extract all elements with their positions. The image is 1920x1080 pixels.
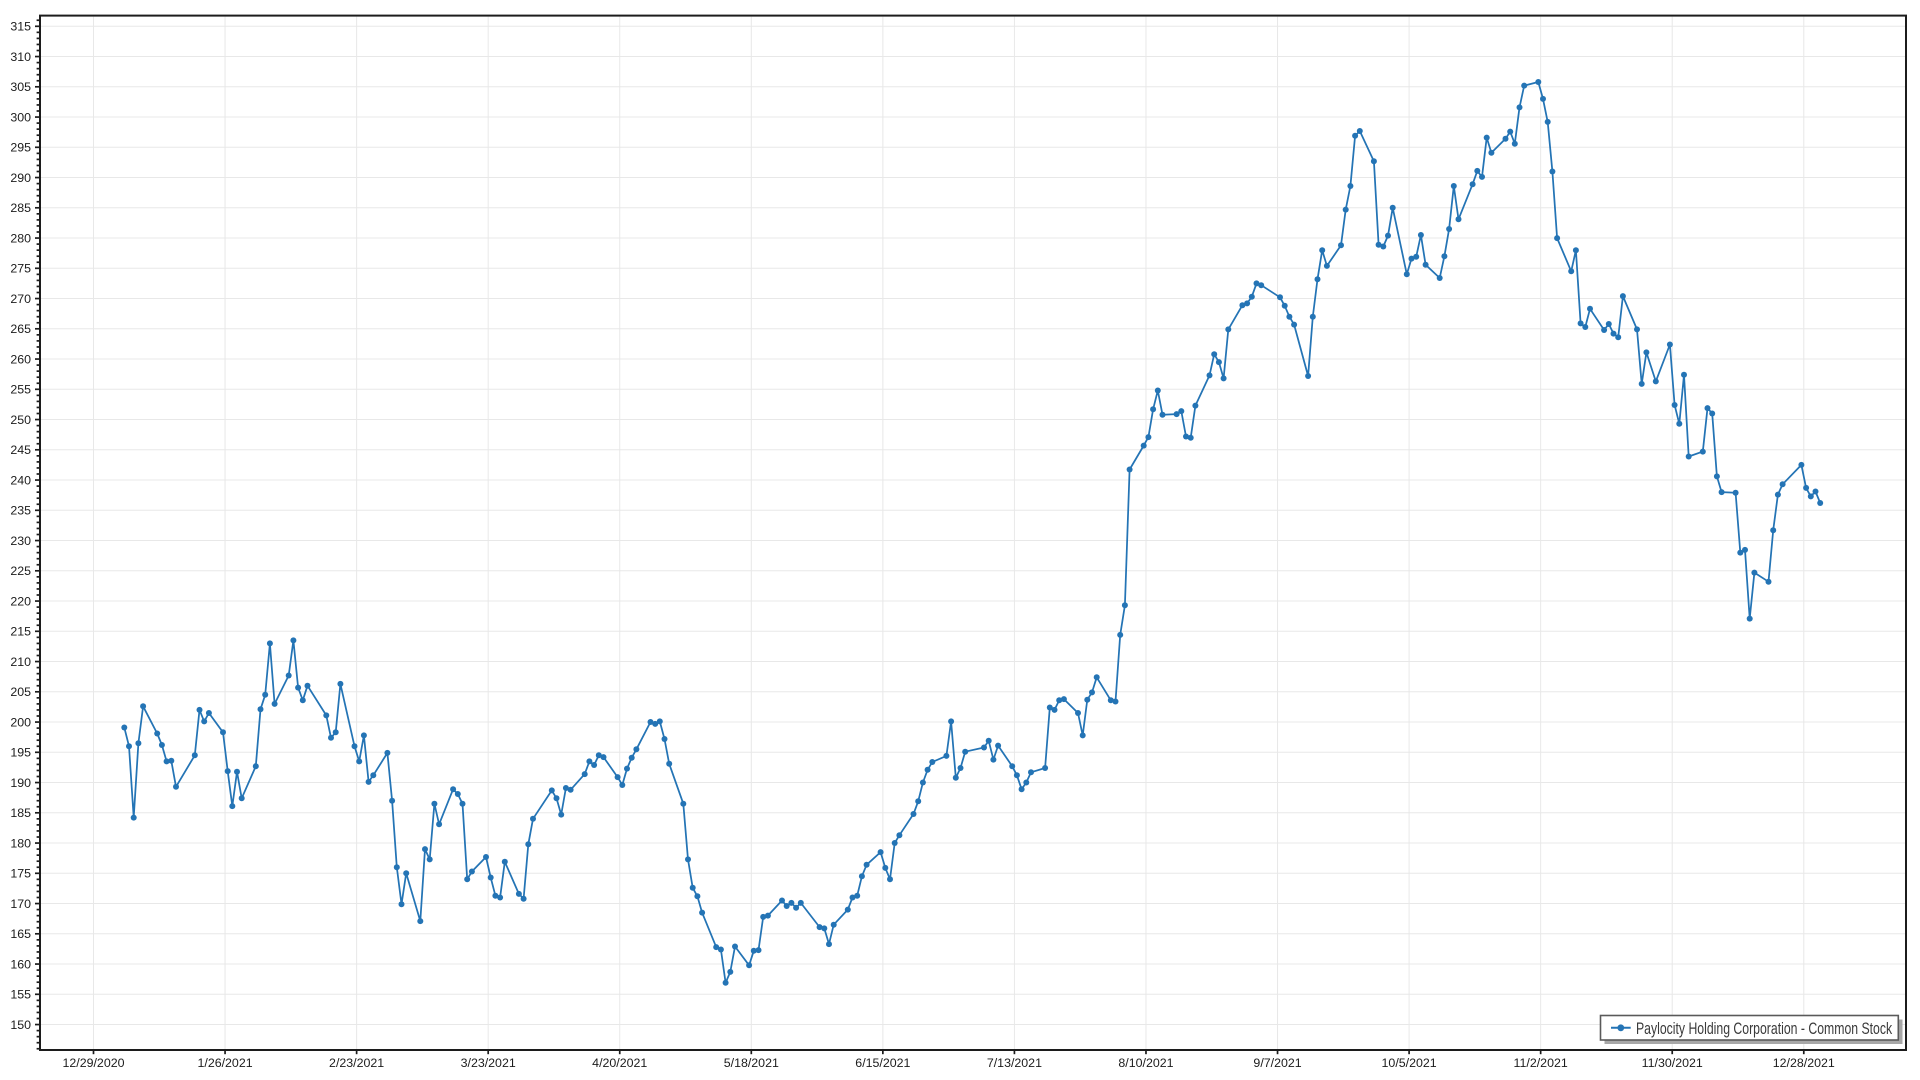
svg-text:210: 210 (10, 655, 31, 669)
svg-text:300: 300 (10, 110, 31, 124)
svg-text:155: 155 (10, 988, 31, 1002)
svg-text:260: 260 (10, 352, 31, 366)
svg-text:160: 160 (10, 957, 31, 971)
svg-text:9/7/2021: 9/7/2021 (1253, 1056, 1301, 1070)
svg-text:245: 245 (10, 443, 31, 457)
svg-text:11/30/2021: 11/30/2021 (1642, 1056, 1703, 1070)
svg-text:220: 220 (10, 594, 31, 608)
svg-text:2/23/2021: 2/23/2021 (329, 1056, 384, 1070)
svg-text:205: 205 (10, 685, 31, 699)
svg-text:5/18/2021: 5/18/2021 (724, 1056, 779, 1070)
svg-text:250: 250 (10, 413, 31, 427)
svg-text:280: 280 (10, 231, 31, 245)
svg-text:Paylocity Holding Corporation: Paylocity Holding Corporation - Common S… (1636, 1021, 1893, 1039)
svg-text:170: 170 (10, 897, 31, 911)
svg-text:235: 235 (10, 504, 31, 518)
svg-text:195: 195 (10, 746, 31, 760)
svg-text:315: 315 (10, 20, 31, 34)
svg-text:305: 305 (10, 80, 31, 94)
svg-text:3/23/2021: 3/23/2021 (461, 1056, 516, 1070)
svg-text:1/26/2021: 1/26/2021 (197, 1056, 252, 1070)
svg-text:225: 225 (10, 564, 31, 578)
svg-text:7/13/2021: 7/13/2021 (987, 1056, 1042, 1070)
svg-text:6/15/2021: 6/15/2021 (855, 1056, 910, 1070)
svg-text:10/5/2021: 10/5/2021 (1382, 1056, 1437, 1070)
svg-text:185: 185 (10, 806, 31, 820)
svg-text:275: 275 (10, 262, 31, 276)
svg-text:4/20/2021: 4/20/2021 (592, 1056, 647, 1070)
svg-text:270: 270 (10, 292, 31, 306)
svg-text:240: 240 (10, 473, 31, 487)
svg-text:190: 190 (10, 776, 31, 790)
svg-text:11/2/2021: 11/2/2021 (1514, 1056, 1568, 1070)
svg-text:180: 180 (10, 836, 31, 850)
svg-text:285: 285 (10, 201, 31, 215)
svg-text:230: 230 (10, 534, 31, 548)
svg-text:200: 200 (10, 715, 31, 729)
svg-text:310: 310 (10, 50, 31, 64)
svg-text:265: 265 (10, 322, 31, 336)
svg-text:165: 165 (10, 927, 31, 941)
svg-text:175: 175 (10, 867, 31, 881)
svg-text:215: 215 (10, 625, 31, 639)
svg-text:255: 255 (10, 383, 31, 397)
svg-text:295: 295 (10, 141, 31, 155)
svg-text:150: 150 (10, 1018, 31, 1032)
svg-text:8/10/2021: 8/10/2021 (1118, 1056, 1173, 1070)
svg-text:12/29/2020: 12/29/2020 (62, 1056, 124, 1070)
svg-text:290: 290 (10, 171, 31, 185)
svg-text:12/28/2021: 12/28/2021 (1773, 1056, 1835, 1070)
